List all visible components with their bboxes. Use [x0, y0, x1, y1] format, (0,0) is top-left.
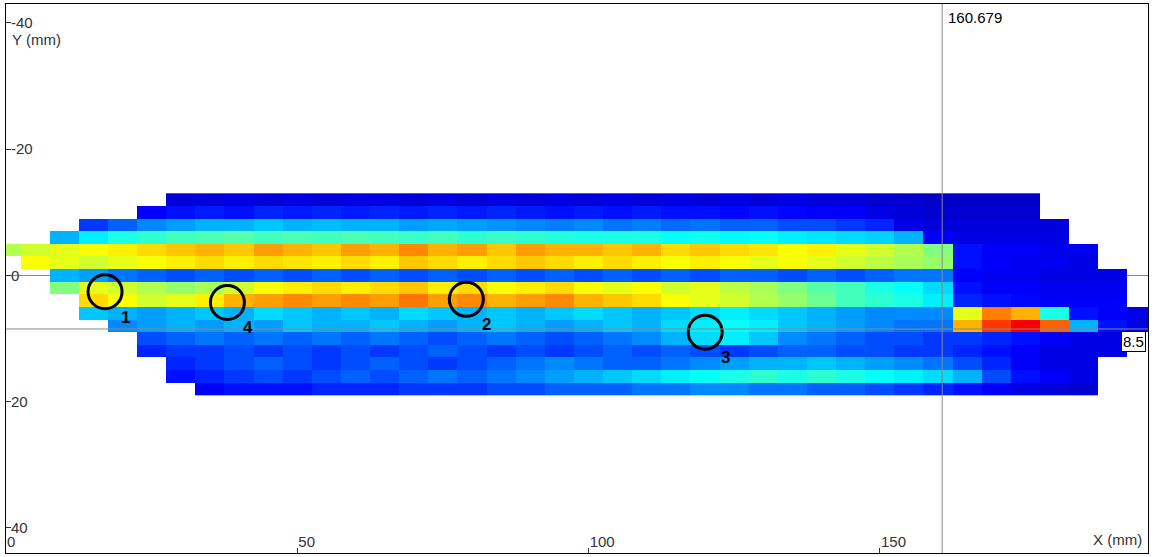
svg-text:Y (mm): Y (mm)	[12, 31, 61, 48]
svg-text:0: 0	[11, 267, 19, 284]
svg-text:-40: -40	[11, 14, 33, 31]
svg-text:150: 150	[881, 533, 906, 550]
svg-text:8.5: 8.5	[1123, 333, 1144, 350]
svg-text:4: 4	[243, 318, 253, 337]
svg-text:3: 3	[721, 348, 730, 367]
svg-text:1: 1	[121, 308, 130, 327]
svg-text:-20: -20	[11, 140, 33, 157]
svg-text:0: 0	[7, 533, 15, 550]
svg-text:40: 40	[11, 519, 28, 536]
svg-text:20: 20	[11, 393, 28, 410]
svg-text:X (mm): X (mm)	[1093, 531, 1142, 548]
svg-text:160.679: 160.679	[948, 9, 1002, 26]
svg-text:100: 100	[590, 533, 615, 550]
svg-text:2: 2	[482, 315, 491, 334]
svg-text:50: 50	[298, 533, 315, 550]
